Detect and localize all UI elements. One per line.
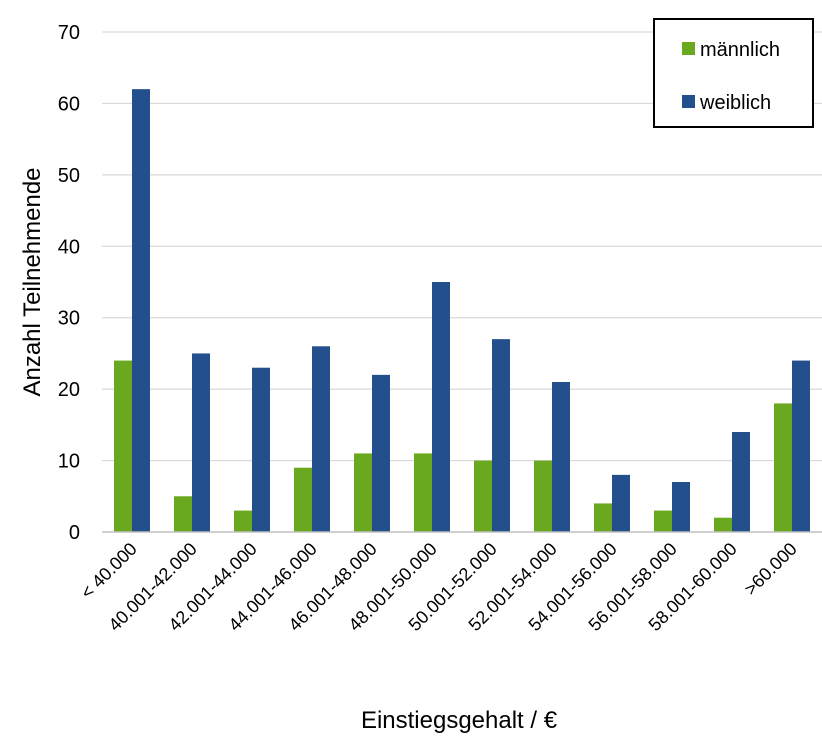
- legend-swatch-weiblich: [682, 95, 695, 108]
- bar-maennlich: [534, 460, 552, 532]
- bar-weiblich: [612, 474, 630, 532]
- legend-swatch-maennlich: [682, 42, 695, 55]
- y-tick-label: 30: [58, 308, 80, 330]
- y-tick-label: 70: [58, 22, 80, 44]
- x-tick-label: >60.000: [740, 539, 801, 600]
- bar-weiblich: [132, 89, 150, 533]
- y-tick-label: 60: [58, 93, 80, 115]
- bar-weiblich: [492, 339, 510, 532]
- bar-weiblich: [732, 432, 750, 532]
- gridlines: [102, 31, 822, 462]
- y-tick-label: 20: [58, 379, 80, 401]
- bar-weiblich: [372, 374, 390, 532]
- bar-maennlich: [234, 510, 252, 532]
- bar-maennlich: [414, 453, 432, 532]
- bars: [114, 89, 810, 533]
- legend-box: [653, 18, 814, 128]
- x-axis-label: Einstiegsgehalt / €: [361, 707, 558, 734]
- bar-maennlich: [474, 460, 492, 532]
- legend-label-maennlich: männlich: [700, 39, 780, 61]
- legend-label-weiblich: weiblich: [699, 92, 771, 114]
- bar-maennlich: [114, 360, 132, 532]
- bar-maennlich: [594, 503, 612, 532]
- bar-maennlich: [294, 467, 312, 532]
- y-tick-label: 50: [58, 165, 80, 187]
- bar-weiblich: [552, 382, 570, 532]
- bar-weiblich: [252, 367, 270, 532]
- y-axis-ticks: 0 10 20 30 40 50 60 70: [58, 22, 80, 544]
- bar-weiblich: [672, 482, 690, 532]
- legend: männlich weiblich: [653, 18, 814, 128]
- bar-maennlich: [174, 496, 192, 532]
- bar-maennlich: [654, 510, 672, 532]
- bar-weiblich: [792, 360, 810, 532]
- bar-weiblich: [192, 353, 210, 532]
- y-axis-label: Anzahl Teilnehmende: [19, 167, 46, 396]
- bar-weiblich: [432, 282, 450, 532]
- bar-maennlich: [354, 453, 372, 532]
- y-tick-label: 0: [69, 522, 80, 544]
- x-axis-ticks: < 40.00040.001-42.00042.001-44.00044.001…: [77, 539, 801, 635]
- y-tick-label: 10: [58, 451, 80, 473]
- bar-maennlich: [714, 517, 732, 532]
- y-tick-label: 40: [58, 236, 80, 258]
- bar-weiblich: [312, 346, 330, 532]
- bar-maennlich: [774, 403, 792, 532]
